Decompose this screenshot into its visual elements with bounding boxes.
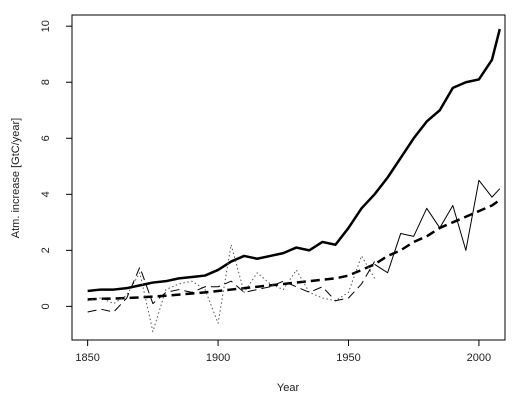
- x-tick-label: 2000: [467, 352, 491, 364]
- y-tick-label: 8: [40, 79, 52, 85]
- x-tick-label: 1950: [336, 352, 360, 364]
- x-tick-label: 1900: [206, 352, 230, 364]
- y-tick-label: 0: [40, 303, 52, 309]
- series-line: [87, 261, 376, 313]
- y-tick-label: 10: [40, 20, 52, 32]
- x-axis-title: Year: [277, 382, 300, 394]
- x-tick-label: 1850: [75, 352, 99, 364]
- y-tick-label: 6: [40, 135, 52, 141]
- y-tick-label: 2: [40, 247, 52, 253]
- plot-frame: [71, 14, 506, 341]
- series-line: [374, 179, 501, 274]
- series-line: [87, 28, 501, 293]
- series-line: [87, 244, 376, 333]
- y-tick-label: 4: [40, 191, 52, 197]
- y-axis-title: Atm. increase [GtC/year]: [10, 118, 22, 238]
